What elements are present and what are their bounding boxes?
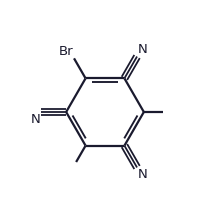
Text: Br: Br [59,45,74,58]
Text: N: N [138,168,148,181]
Text: N: N [138,43,148,56]
Text: N: N [30,113,40,126]
